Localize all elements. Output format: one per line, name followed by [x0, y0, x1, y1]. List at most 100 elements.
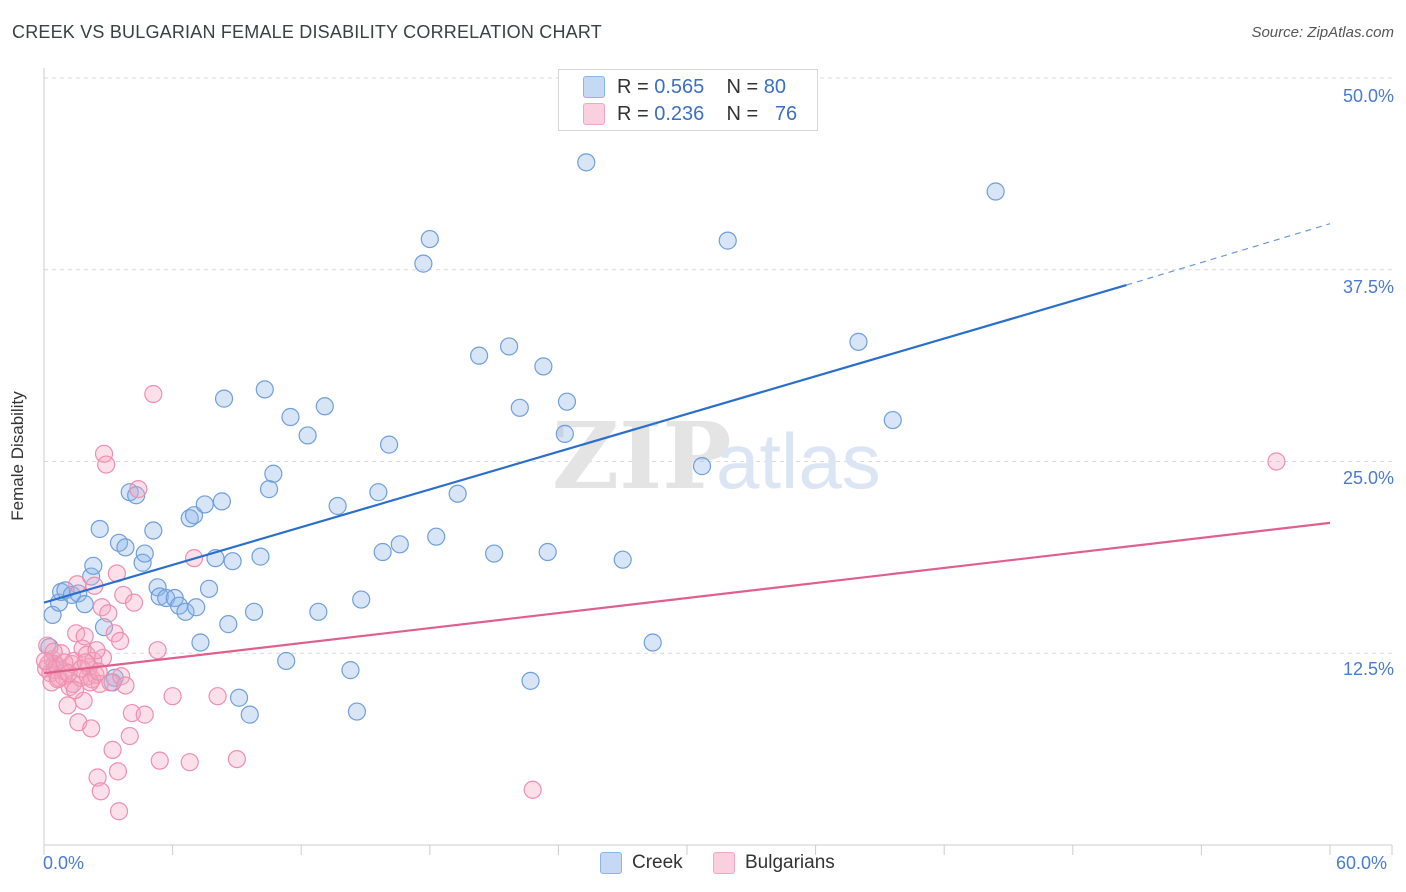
creek-point — [328, 496, 347, 516]
creek-point — [195, 495, 214, 514]
creek-point — [373, 542, 392, 562]
creek-point — [485, 544, 504, 563]
bulgarians-point — [75, 627, 94, 646]
bulgarians-swatch — [583, 103, 605, 125]
creek-point — [251, 547, 270, 566]
y-tick-label: 25.0% — [1342, 468, 1394, 488]
bulgarians-point — [163, 687, 182, 706]
bulgarians-point — [129, 480, 148, 499]
creek-point — [229, 688, 249, 707]
creek-point — [427, 527, 446, 546]
bulgarians-point — [87, 641, 106, 660]
bottom-legend-bulgarians-label: Bulgarians — [745, 852, 835, 873]
legend-r-label: R = — [617, 75, 655, 98]
creek-point — [986, 182, 1005, 201]
creek-point — [613, 550, 632, 569]
creek-point — [557, 392, 577, 411]
bulgarians-swatch — [713, 852, 735, 874]
y-tick-label: 12.5% — [1342, 659, 1394, 679]
bulgarians-point — [101, 673, 120, 692]
creek-point — [135, 544, 154, 563]
creek-point — [534, 357, 553, 376]
creek-point — [692, 457, 712, 476]
bulgarians-point — [108, 762, 128, 781]
bulgarians-point — [150, 751, 169, 770]
x-tick-label: 60.0% — [1336, 853, 1388, 873]
creek-point — [191, 633, 210, 652]
bulgarians-point — [103, 740, 122, 759]
bulgarians-point — [109, 802, 129, 821]
bulgarians-point — [180, 753, 199, 772]
y-tick-label: 50.0% — [1342, 86, 1394, 106]
creek-point — [390, 535, 409, 554]
creek-point — [184, 506, 204, 525]
creek-point — [259, 480, 279, 499]
creek-point — [187, 598, 206, 617]
bulgarians-trend-line — [43, 521, 1331, 675]
creek-point — [90, 519, 109, 539]
creek-point — [255, 380, 274, 399]
legend-r-value: 0.236 — [654, 102, 705, 125]
creek-point — [150, 587, 169, 606]
creek-point — [240, 705, 259, 724]
creek-point — [500, 337, 519, 356]
creek-swatch — [583, 76, 605, 98]
legend-r-value: 0.565 — [654, 75, 705, 98]
creek-point — [369, 483, 388, 502]
bulgarians-point — [110, 631, 130, 651]
bulgarians-point — [227, 749, 246, 769]
watermark-atlas: atlas — [716, 417, 881, 505]
creek-point — [144, 521, 163, 540]
chart-title: CREEK VS BULGARIAN FEMALE DISABILITY COR… — [12, 22, 602, 42]
creek-point — [448, 484, 467, 503]
bulgarians-point — [65, 680, 85, 700]
creek-point — [510, 398, 529, 417]
creek-trend-extension — [1126, 223, 1331, 286]
legend-row-bulgarians: R = 0.236 N = 76 — [583, 102, 798, 126]
correlation-legend: R = 0.565 N = 80 R = 0.236 N = 76 — [558, 69, 818, 131]
bulgarians-point — [124, 593, 144, 612]
bulgarians-point — [116, 676, 135, 695]
bulgarians-point — [120, 726, 139, 746]
bottom-legend-bulgarians: Bulgarians — [713, 852, 835, 874]
creek-point — [521, 671, 540, 690]
legend-n-value: 76 — [774, 102, 798, 125]
creek-point — [849, 332, 868, 351]
creek-point — [109, 533, 129, 552]
bulgarians-point — [208, 687, 227, 706]
legend-r-label: R = — [617, 102, 655, 125]
creek-point — [577, 153, 596, 172]
watermark-zip: ZIP — [552, 402, 731, 510]
creek-point — [264, 464, 283, 483]
bottom-legend-creek: Creek — [600, 852, 683, 874]
creek-point — [379, 435, 399, 454]
bottom-legend-creek-label: Creek — [632, 852, 683, 873]
bulgarians-point — [35, 651, 55, 671]
bulgarians-point — [135, 705, 154, 724]
creek-swatch — [600, 852, 622, 874]
creek-point — [212, 492, 231, 511]
creek-point — [341, 661, 360, 680]
creek-point — [223, 552, 242, 571]
creek-point — [555, 424, 574, 443]
bulgarians-point — [112, 667, 131, 686]
bulgarians-point — [58, 696, 77, 715]
creek-point — [883, 410, 902, 430]
creek-point — [538, 542, 557, 562]
creek-point — [347, 702, 367, 721]
creek-point — [414, 254, 433, 273]
legend-n-label: N = — [726, 75, 764, 98]
bulgarians-point — [97, 455, 116, 474]
creek-trend-line — [43, 284, 1127, 604]
creek-point — [277, 651, 296, 671]
chart-source: Source: ZipAtlas.com — [1251, 24, 1394, 41]
bulgarians-point — [82, 719, 101, 738]
creek-point — [199, 579, 219, 598]
creek-point — [281, 407, 300, 427]
bulgarians-point — [1267, 452, 1286, 471]
creek-point — [643, 633, 662, 652]
creek-point — [352, 590, 371, 609]
creek-point — [298, 426, 317, 445]
bulgarians-point — [144, 384, 163, 404]
legend-n-value: 80 — [763, 75, 787, 98]
